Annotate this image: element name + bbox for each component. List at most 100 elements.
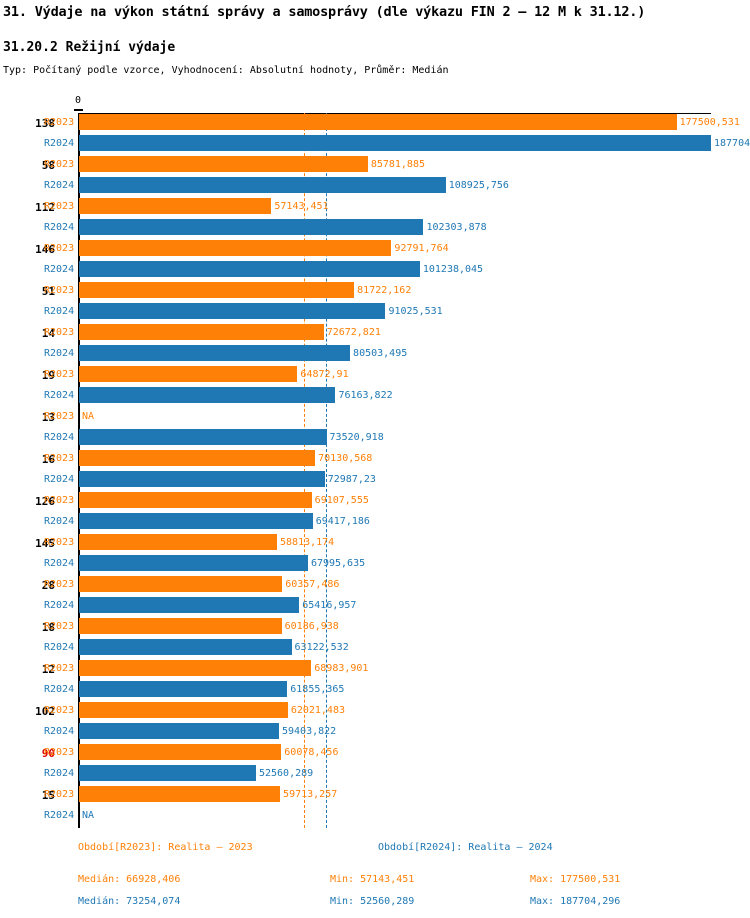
bar-r2024[interactable] — [79, 597, 300, 613]
bar-r2023[interactable] — [79, 324, 324, 340]
bar-r2023[interactable] — [79, 702, 288, 718]
series-label-r2023[interactable]: R2023 — [44, 621, 75, 632]
bar-r2024[interactable] — [79, 135, 711, 151]
bar-r2024[interactable] — [79, 177, 446, 193]
series-label-r2023[interactable]: R2023 — [44, 285, 75, 296]
row-id-label[interactable]: 90 — [41, 747, 55, 760]
row-id-label[interactable]: 28 — [41, 579, 55, 592]
bar-r2024[interactable] — [79, 639, 292, 655]
series-label-r2023[interactable]: R2023 — [44, 747, 75, 758]
bar-value-label: 85781,885 — [370, 159, 425, 170]
bar-value-label: 81722,162 — [357, 285, 412, 296]
series-label-r2023[interactable]: R2023 — [44, 159, 75, 170]
bar-r2023[interactable] — [79, 744, 282, 760]
bar-r2024[interactable] — [79, 345, 351, 361]
series-label-r2023[interactable]: R2023 — [44, 579, 75, 590]
series-label-r2024[interactable]: R2024 — [44, 600, 75, 611]
bar-value-label: 72672,821 — [326, 327, 381, 338]
bar-r2024[interactable] — [79, 681, 288, 697]
bar-r2023[interactable] — [79, 618, 282, 634]
series-label-r2023[interactable]: R2023 — [44, 705, 75, 716]
row-id-label[interactable]: 16 — [41, 453, 55, 466]
bar-r2024[interactable] — [79, 723, 279, 739]
row-id-label[interactable]: 12 — [41, 663, 55, 676]
bar-r2023[interactable] — [79, 240, 392, 256]
series-label-r2024[interactable]: R2024 — [44, 726, 75, 737]
chart-row-group: 51 R2023 81722,162 R2024 91025,531 — [0, 282, 750, 324]
chart-row-group: 15 R2023 59713,257 R2024 NA — [0, 786, 750, 828]
series-label-r2023[interactable]: R2023 — [44, 201, 75, 212]
series-label-r2024[interactable]: R2024 — [44, 516, 75, 527]
median-line-2024 — [325, 113, 327, 828]
legend-item-2023: Období[R2023]: Realita – 2023 — [78, 842, 253, 853]
series-label-r2023[interactable]: R2023 — [44, 117, 75, 128]
series-label-r2024[interactable]: R2024 — [44, 642, 75, 653]
series-label-r2023[interactable]: R2023 — [44, 453, 75, 464]
series-label-r2024[interactable]: R2024 — [44, 264, 75, 275]
bar-value-label: 177500,531 — [679, 117, 740, 128]
bar-r2024[interactable] — [79, 429, 327, 445]
bar-value-label: 73520,918 — [329, 432, 384, 443]
series-label-r2024[interactable]: R2024 — [44, 306, 75, 317]
row-id-label[interactable]: 126 — [35, 495, 55, 508]
series-label-r2023[interactable]: R2023 — [44, 789, 75, 800]
bar-r2023[interactable] — [79, 576, 283, 592]
bar-r2023[interactable] — [79, 198, 272, 214]
series-label-r2023[interactable]: R2023 — [44, 411, 75, 422]
bar-r2023[interactable] — [79, 534, 278, 550]
row-id-label[interactable]: 51 — [41, 285, 55, 298]
bar-r2024[interactable] — [79, 261, 420, 277]
series-label-r2024[interactable]: R2024 — [44, 222, 75, 233]
series-label-r2024[interactable]: R2024 — [44, 810, 75, 821]
series-label-r2023[interactable]: R2023 — [44, 537, 75, 548]
chart-subtitle: 31.20.2 Režijní výdaje — [3, 40, 176, 55]
bar-r2023[interactable] — [79, 786, 281, 802]
series-label-r2024[interactable]: R2024 — [44, 348, 75, 359]
row-id-label[interactable]: 146 — [35, 243, 55, 256]
bar-r2023[interactable] — [79, 366, 298, 382]
series-label-r2024[interactable]: R2024 — [44, 390, 75, 401]
series-label-r2024[interactable]: R2024 — [44, 432, 75, 443]
bar-value-label: 76163,822 — [338, 390, 393, 401]
max-2024: Max: 187704,296 — [530, 896, 621, 907]
series-label-r2024[interactable]: R2024 — [44, 768, 75, 779]
bar-r2024[interactable] — [79, 555, 308, 571]
y-axis-line — [78, 113, 80, 828]
row-id-label[interactable]: 138 — [35, 117, 55, 130]
min-2024: Min: 52560,289 — [330, 896, 415, 907]
row-id-label[interactable]: 14 — [41, 327, 55, 340]
series-label-r2023[interactable]: R2023 — [44, 327, 75, 338]
bar-r2023[interactable] — [79, 282, 355, 298]
bar-r2023[interactable] — [79, 114, 677, 130]
bar-r2024[interactable] — [79, 471, 325, 487]
row-id-label[interactable]: 58 — [41, 159, 55, 172]
bar-r2024[interactable] — [79, 219, 424, 235]
series-label-r2024[interactable]: R2024 — [44, 180, 75, 191]
row-id-label[interactable]: 18 — [41, 621, 55, 634]
series-label-r2023[interactable]: R2023 — [44, 243, 75, 254]
bar-r2023[interactable] — [79, 156, 368, 172]
series-label-r2023[interactable]: R2023 — [44, 495, 75, 506]
series-label-r2023[interactable]: R2023 — [44, 369, 75, 380]
row-id-label[interactable]: 13 — [41, 411, 55, 424]
bar-r2024[interactable] — [79, 387, 336, 403]
chart-row-group: 12 R2023 68983,901 R2024 61855,365 — [0, 660, 750, 702]
bar-r2024[interactable] — [79, 303, 386, 319]
row-id-label[interactable]: 102 — [35, 705, 55, 718]
bar-r2024[interactable] — [79, 765, 256, 781]
series-label-r2024[interactable]: R2024 — [44, 684, 75, 695]
bar-r2024[interactable] — [79, 513, 313, 529]
row-id-label[interactable]: 15 — [41, 789, 55, 802]
bar-r2023[interactable] — [79, 660, 312, 676]
bar-r2023[interactable] — [79, 492, 312, 508]
row-id-label[interactable]: 19 — [41, 369, 55, 382]
row-id-label[interactable]: 145 — [35, 537, 55, 550]
series-label-r2024[interactable]: R2024 — [44, 558, 75, 569]
bar-r2023[interactable] — [79, 450, 316, 466]
series-label-r2024[interactable]: R2024 — [44, 138, 75, 149]
series-label-r2024[interactable]: R2024 — [44, 474, 75, 485]
row-id-label[interactable]: 112 — [35, 201, 55, 214]
series-label-r2023[interactable]: R2023 — [44, 663, 75, 674]
bar-value-label: 57143,451 — [274, 201, 329, 212]
chart-row-group: 28 R2023 60357,486 R2024 65416,957 — [0, 576, 750, 618]
